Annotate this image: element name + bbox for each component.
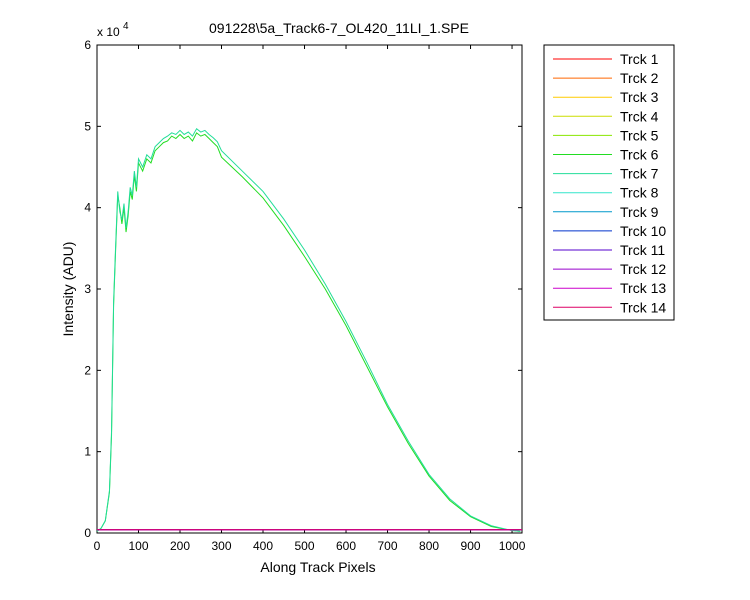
x-tick-label: 100 (128, 539, 148, 553)
y-tick-label: 2 (84, 363, 91, 377)
legend-entry: Trck 4 (620, 108, 659, 124)
x-tick-label: 0 (94, 539, 101, 553)
legend-entry: Trck 8 (620, 185, 659, 201)
chart-title: 091228\5a_Track6-7_OL420_11LI_1.SPE (209, 20, 469, 36)
x-tick-label: 300 (211, 539, 231, 553)
x-tick-label: 1000 (499, 539, 526, 553)
x-tick-label: 500 (295, 539, 315, 553)
legend-entry: Trck 9 (620, 204, 659, 220)
plot-area (96, 44, 523, 534)
legend-entry: Trck 11 (620, 242, 665, 258)
y-axis-label: Intensity (ADU) (60, 242, 76, 337)
y-tick-label: 0 (84, 526, 91, 540)
y-exponent-label: x 10 4 (97, 21, 129, 39)
legend-entry: Trck 3 (620, 89, 659, 105)
y-tick-label: 6 (84, 38, 91, 52)
legend-entry: Trck 7 (620, 166, 659, 182)
legend-entry: Trck 14 (620, 299, 666, 315)
y-exponent-base: x 10 (97, 25, 120, 39)
legend-entry: Trck 2 (620, 70, 659, 86)
y-tick-label: 1 (84, 445, 91, 459)
y-axis: 0 1 2 3 4 5 6 (84, 38, 522, 540)
x-tick-label: 400 (253, 539, 273, 553)
x-tick-label: 800 (419, 539, 439, 553)
series-group (96, 128, 522, 532)
series-line-7 (96, 128, 521, 532)
y-tick-label: 4 (84, 201, 91, 215)
y-exponent-power: 4 (123, 21, 129, 32)
y-tick-label: 3 (84, 282, 91, 296)
x-tick-label: 900 (461, 539, 481, 553)
legend-entry: Trck 10 (620, 223, 666, 239)
legend-entry: Trck 13 (620, 280, 666, 296)
y-tick-label: 5 (84, 119, 91, 133)
x-tick-label: 700 (378, 539, 398, 553)
legend-entry: Trck 1 (620, 51, 659, 67)
x-tick-label: 600 (336, 539, 356, 553)
legend-entry: Trck 12 (620, 261, 666, 277)
legend-box (543, 44, 675, 321)
x-axis-label: Along Track Pixels (260, 559, 375, 575)
legend-entry: Trck 6 (620, 147, 659, 163)
legend: Trck 1 Trck 2 Trck 3 Trck 4 Trck 5 Trck 6 Trck… (543, 44, 675, 321)
legend-entry: Trck 5 (620, 127, 659, 143)
x-tick-label: 200 (170, 539, 190, 553)
